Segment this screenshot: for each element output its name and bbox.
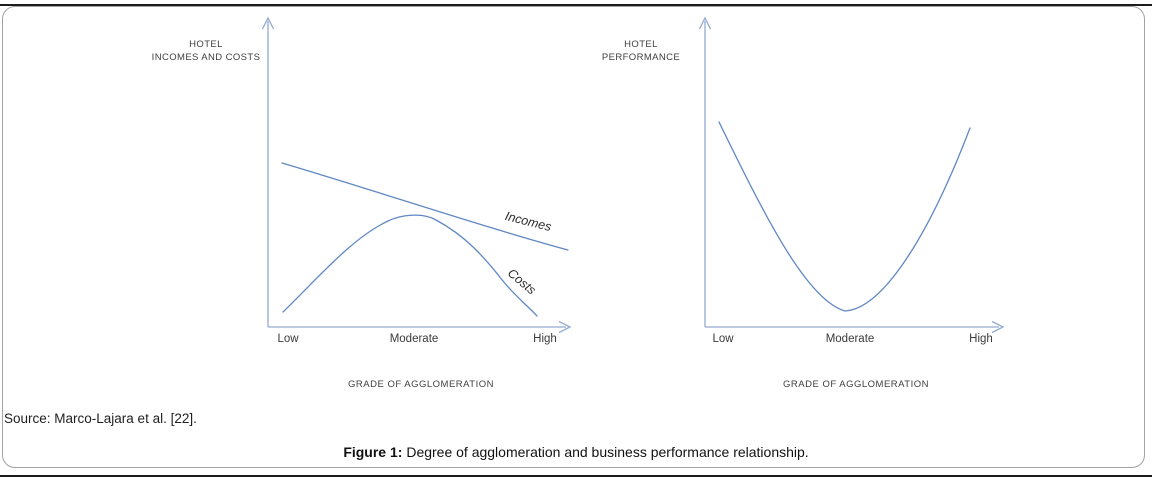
left-y-axis-arrow-icon (261, 16, 275, 30)
left-tick-high: High (533, 333, 557, 345)
left-chart-curves (281, 162, 569, 317)
left-x-axis-arrow-icon (558, 320, 572, 334)
figure-caption-label: Figure 1: (343, 444, 403, 460)
right-chart-curves (718, 121, 971, 312)
left-tick-moderate: Moderate (389, 333, 439, 345)
right-x-axis-title: GRADE OF AGGLOMERATION (783, 379, 929, 390)
right-tick-moderate: Moderate (825, 333, 875, 345)
left-y-axis-title-line1: HOTEL (189, 39, 223, 50)
left-y-axis-title: HOTEL INCOMES AND COSTS (126, 38, 286, 64)
right-y-axis-arrow-icon (698, 16, 712, 30)
figure-caption: Figure 1: Degree of agglomeration and bu… (0, 444, 1152, 460)
right-chart-axes (698, 16, 1005, 334)
costs-curve (282, 214, 538, 317)
left-x-axis-title: GRADE OF AGGLOMERATION (348, 379, 494, 390)
right-y-axis-title-line1: HOTEL (624, 39, 658, 50)
incomes-curve (281, 162, 569, 251)
figure-caption-body: Degree of agglomeration and business per… (402, 444, 809, 460)
right-y-axis-title: HOTEL PERFORMANCE (561, 38, 721, 64)
right-x-axis-arrow-icon (991, 320, 1005, 334)
left-chart-axes (261, 16, 572, 334)
right-tick-high: High (969, 333, 993, 345)
bottom-horizontal-rule (0, 475, 1152, 477)
source-note: Source: Marco-Lajara et al. [22]. (4, 411, 197, 426)
right-tick-low: Low (712, 333, 734, 345)
left-tick-low: Low (277, 333, 299, 345)
top-horizontal-rule (0, 4, 1152, 6)
performance-curve (718, 121, 971, 312)
left-y-axis-title-line2: INCOMES AND COSTS (151, 52, 261, 63)
right-y-axis-title-line2: PERFORMANCE (601, 52, 681, 63)
figure-border-box (2, 6, 1145, 468)
